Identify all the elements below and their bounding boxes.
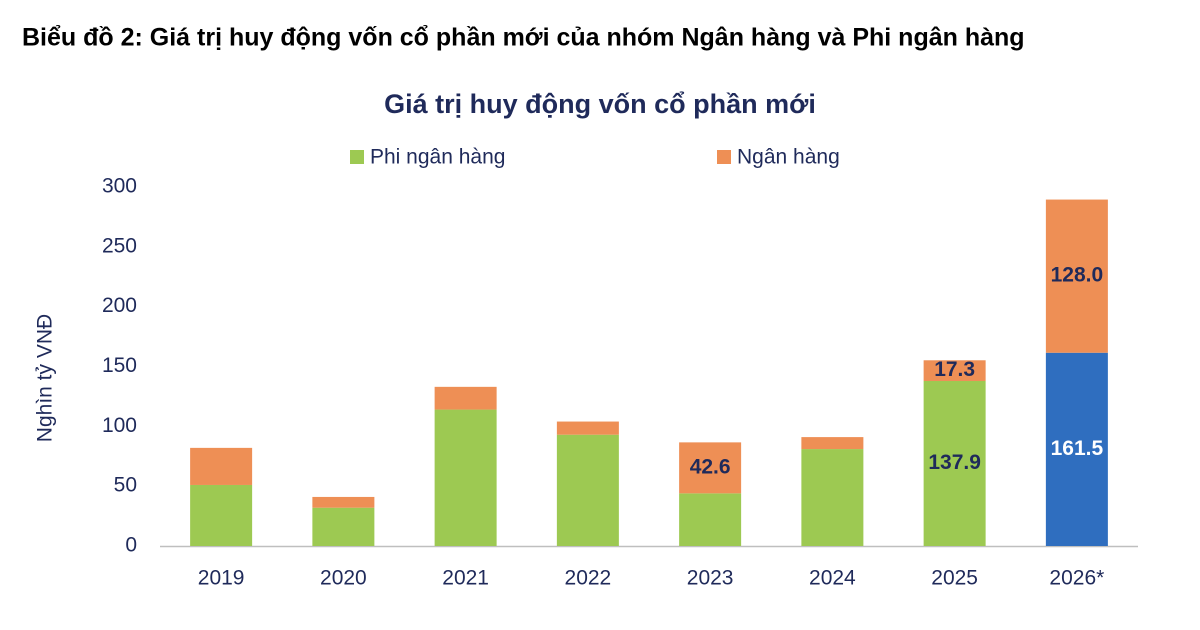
- bar-segment: [434, 409, 497, 546]
- y-axis-label: Nghìn tỷ VNĐ: [34, 314, 57, 442]
- x-tick-label: 2024: [809, 567, 856, 590]
- y-tick-label: 50: [114, 474, 137, 497]
- bar-segment: [1045, 199, 1108, 353]
- bar-segment: [190, 447, 253, 485]
- bar-segment: [923, 380, 986, 546]
- y-tick-label: 0: [125, 534, 137, 557]
- y-tick-label: 200: [102, 294, 137, 317]
- data-label: 42.6: [690, 455, 731, 478]
- bar-segment: [312, 496, 375, 508]
- x-tick-label: 2026*: [1049, 567, 1104, 590]
- y-tick-label: 300: [102, 175, 137, 198]
- y-tick-label: 250: [102, 234, 137, 257]
- x-tick-label: 2023: [687, 567, 734, 590]
- y-tick-label: 150: [102, 354, 137, 377]
- data-label: 17.3: [934, 358, 975, 381]
- bar-segment: [312, 507, 375, 546]
- bar-segment: [679, 442, 742, 494]
- data-label: 161.5: [1051, 437, 1104, 460]
- x-tick-label: 2022: [565, 567, 612, 590]
- bar-segment: [801, 449, 864, 546]
- x-tick-label: 2020: [320, 567, 367, 590]
- legend-label: Phi ngân hàng: [370, 146, 505, 169]
- x-tick-label: 2019: [198, 567, 245, 590]
- data-label: 137.9: [928, 451, 981, 474]
- page-title: Biểu đồ 2: Giá trị huy động vốn cổ phần …: [22, 24, 1025, 52]
- x-tick-label: 2025: [931, 567, 978, 590]
- bar-segment: [801, 437, 864, 450]
- bar-segment: [434, 386, 497, 410]
- data-label: 128.0: [1051, 264, 1104, 287]
- legend-label: Ngân hàng: [737, 146, 840, 169]
- bar-segment: [556, 434, 619, 546]
- x-tick-label: 2021: [442, 567, 489, 590]
- bar-segment: [1045, 352, 1108, 546]
- bar-segment: [923, 360, 986, 381]
- legend-swatch: [350, 150, 364, 164]
- bar-segment: [679, 493, 742, 546]
- legend-swatch: [717, 150, 731, 164]
- y-tick-label: 100: [102, 414, 137, 437]
- bar-segment: [190, 484, 253, 546]
- chart-title: Giá trị huy động vốn cổ phần mới: [384, 89, 816, 119]
- bar-segment: [556, 421, 619, 435]
